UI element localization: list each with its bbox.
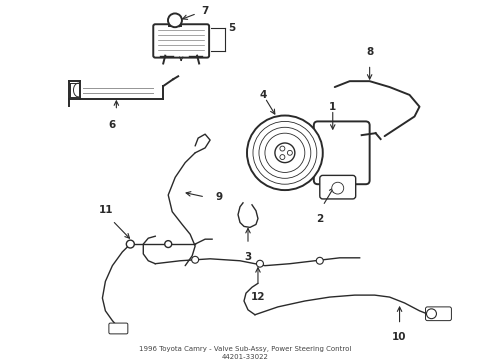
Text: 44201-33022: 44201-33022 (221, 354, 269, 360)
Circle shape (192, 256, 198, 263)
Text: 3: 3 (245, 252, 252, 262)
FancyBboxPatch shape (314, 121, 369, 184)
FancyBboxPatch shape (153, 24, 209, 58)
Circle shape (247, 116, 323, 190)
Circle shape (165, 240, 172, 248)
Circle shape (332, 182, 343, 194)
Circle shape (280, 146, 285, 151)
Text: 6: 6 (109, 121, 116, 130)
Text: 5: 5 (228, 23, 235, 33)
Text: 7: 7 (201, 6, 208, 17)
Circle shape (126, 240, 134, 248)
Text: 1996 Toyota Camry - Valve Sub-Assy, Power Steering Control: 1996 Toyota Camry - Valve Sub-Assy, Powe… (139, 346, 351, 352)
Text: 11: 11 (99, 204, 114, 215)
Circle shape (280, 154, 285, 159)
Text: 4: 4 (259, 90, 267, 100)
FancyBboxPatch shape (425, 307, 451, 321)
Circle shape (256, 260, 264, 267)
Text: 1: 1 (329, 102, 336, 112)
Circle shape (287, 150, 293, 155)
Circle shape (275, 143, 295, 163)
Circle shape (317, 257, 323, 264)
Circle shape (265, 133, 305, 172)
Circle shape (253, 121, 317, 184)
Circle shape (426, 309, 437, 319)
Text: 9: 9 (215, 192, 222, 202)
Text: 2: 2 (316, 213, 323, 224)
Text: 12: 12 (251, 292, 265, 302)
Circle shape (168, 13, 182, 27)
FancyBboxPatch shape (109, 323, 128, 334)
Text: 8: 8 (366, 47, 373, 57)
FancyBboxPatch shape (320, 175, 356, 199)
Text: 10: 10 (392, 332, 407, 342)
Circle shape (259, 127, 311, 178)
